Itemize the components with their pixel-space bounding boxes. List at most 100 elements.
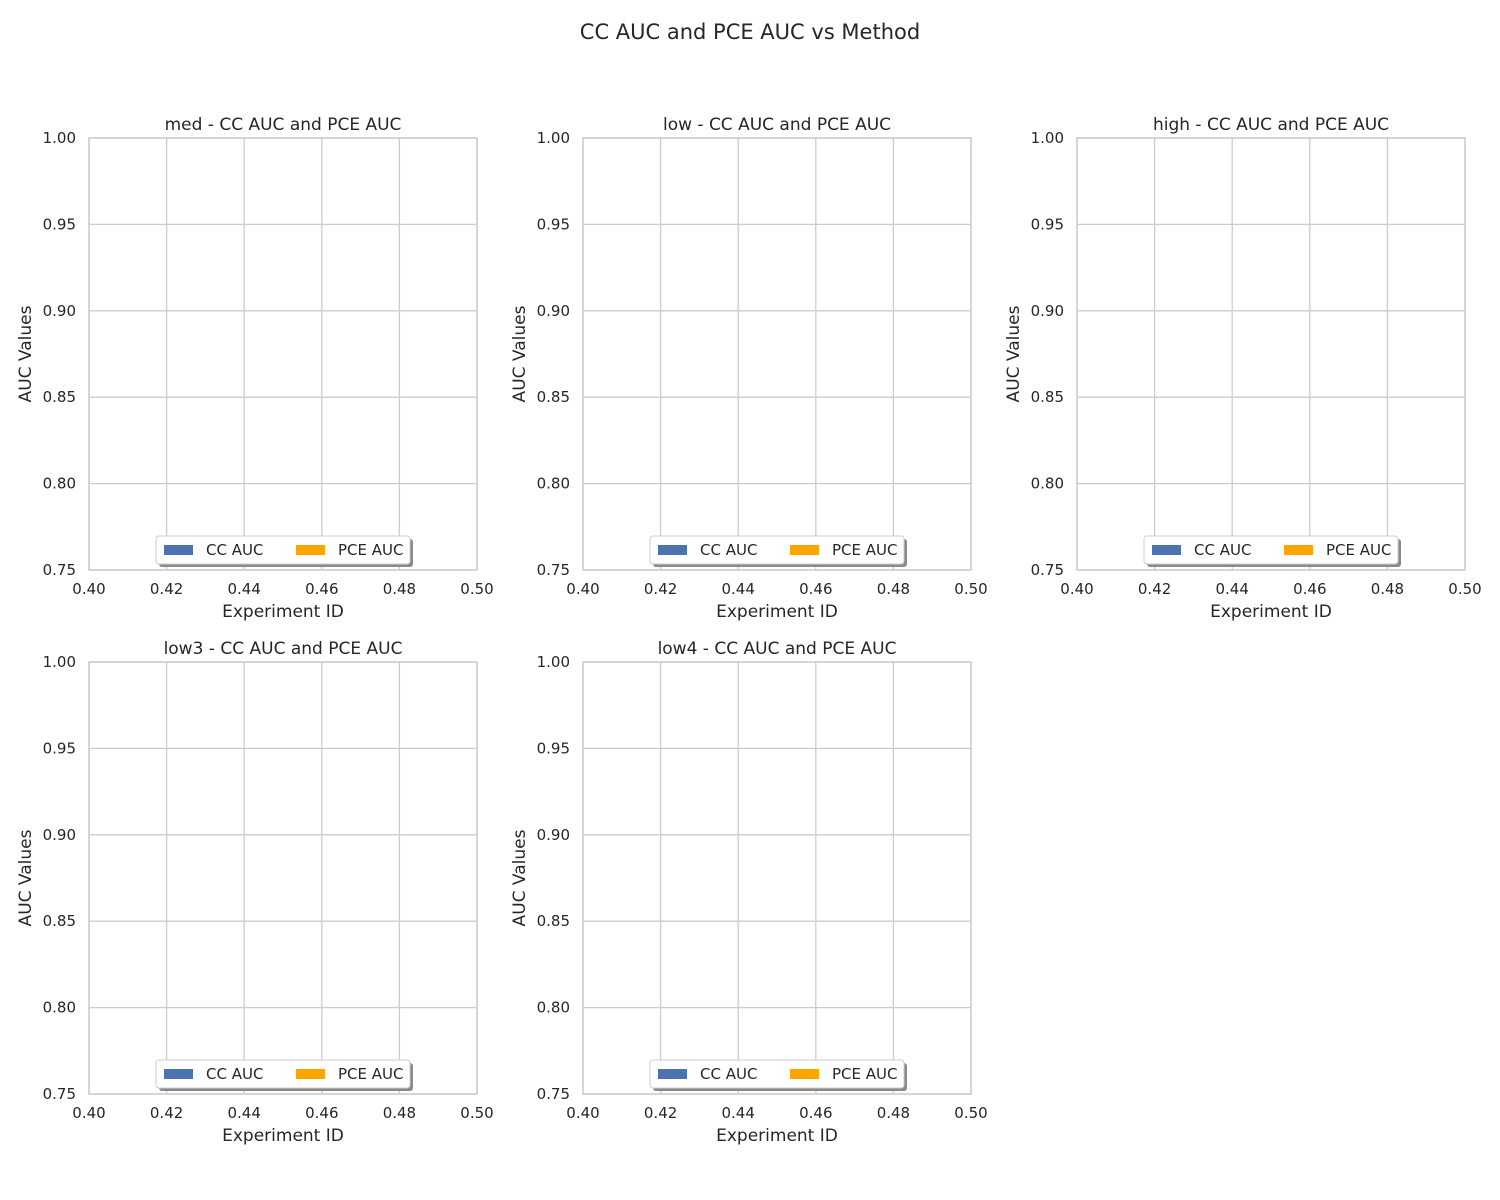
plot-frame: [88, 137, 478, 571]
x-tick-label: 0.44: [721, 1104, 754, 1122]
y-tick-label: 0.80: [43, 475, 76, 493]
subplot-title: low3 - CC AUC and PCE AUC: [164, 639, 403, 659]
subplot-grid: 0.40 0.42 0.44 0.46 0.48 0.50 0.75 0.80 0.85 0.90…: [16, 115, 1482, 1146]
legend-label: CC AUC: [700, 1065, 757, 1083]
x-tick-label: 0.42: [1138, 580, 1171, 598]
y-tick-label: 0.90: [43, 302, 76, 320]
subplot-title: low - CC AUC and PCE AUC: [663, 115, 891, 135]
y-tick-label: 0.95: [43, 215, 76, 233]
y-tick-label: 0.80: [1031, 475, 1064, 493]
y-tick-label: 0.95: [537, 215, 570, 233]
y-tick-label: 0.85: [43, 912, 76, 930]
subplot: 0.40 0.42 0.44 0.46 0.48 0.50 0.75 0.80 0.85 0.90…: [510, 639, 988, 1146]
legend-box: [649, 535, 905, 565]
plot-area: [89, 138, 477, 570]
plot-area: [89, 662, 477, 1094]
x-tick-label: 0.48: [877, 580, 910, 598]
x-tick-label: 0.48: [383, 580, 416, 598]
legend-swatch: [164, 545, 193, 555]
y-tick-label: 0.95: [537, 739, 570, 757]
x-tick-label: 0.48: [1371, 580, 1404, 598]
y-tick-label: 1.00: [537, 129, 570, 147]
legend-label: CC AUC: [206, 541, 263, 559]
plot-frame: [88, 661, 478, 1095]
legend-swatch: [658, 1069, 687, 1079]
x-axis-label: Experiment ID: [1210, 602, 1332, 622]
subplot: 0.40 0.42 0.44 0.46 0.48 0.50 0.75 0.80 0.85 0.90…: [1004, 115, 1482, 622]
x-tick-label: 0.50: [954, 580, 987, 598]
legend-label: PCE AUC: [338, 1065, 403, 1083]
subplot-title: high - CC AUC and PCE AUC: [1153, 115, 1389, 135]
x-tick-label: 0.42: [150, 580, 183, 598]
legend-box: [1143, 535, 1399, 565]
x-axis-label: Experiment ID: [222, 1126, 344, 1146]
x-tick-label: 0.40: [1060, 580, 1093, 598]
y-tick-label: 0.75: [537, 1085, 570, 1103]
x-tick-label: 0.50: [1448, 580, 1481, 598]
y-tick-label: 0.90: [537, 302, 570, 320]
y-tick-label: 0.90: [537, 826, 570, 844]
x-tick-label: 0.42: [644, 580, 677, 598]
legend-box: [649, 1059, 905, 1089]
x-axis-label: Experiment ID: [716, 602, 838, 622]
x-tick-label: 0.46: [1293, 580, 1326, 598]
subplot: 0.40 0.42 0.44 0.46 0.48 0.50 0.75 0.80 0.85 0.90…: [16, 115, 494, 622]
plot-frame: [582, 661, 972, 1095]
x-tick-label: 0.48: [383, 1104, 416, 1122]
legend-label: PCE AUC: [832, 541, 897, 559]
y-tick-label: 0.80: [537, 999, 570, 1017]
y-tick-label: 0.90: [1031, 302, 1064, 320]
y-tick-label: 0.85: [537, 912, 570, 930]
y-tick-label: 0.75: [43, 1085, 76, 1103]
x-tick-label: 0.42: [150, 1104, 183, 1122]
legend: CC AUC PCE AUC: [649, 1059, 907, 1091]
x-tick-label: 0.50: [954, 1104, 987, 1122]
x-axis-label: Experiment ID: [716, 1126, 838, 1146]
plot-frame: [582, 137, 972, 571]
y-tick-label: 0.80: [43, 999, 76, 1017]
legend-label: CC AUC: [700, 541, 757, 559]
plot-frame: [1076, 137, 1466, 571]
x-tick-label: 0.46: [305, 1104, 338, 1122]
legend-box: [155, 535, 411, 565]
y-axis-label: AUC Values: [1004, 305, 1024, 402]
plot-area: [583, 662, 971, 1094]
y-tick-label: 1.00: [537, 653, 570, 671]
legend-box: [155, 1059, 411, 1089]
x-tick-label: 0.46: [799, 1104, 832, 1122]
legend-swatch: [658, 545, 687, 555]
y-tick-label: 0.95: [1031, 215, 1064, 233]
y-tick-label: 1.00: [43, 129, 76, 147]
plot-area: [1077, 138, 1465, 570]
subplot-title: low4 - CC AUC and PCE AUC: [658, 639, 897, 659]
legend-label: PCE AUC: [338, 541, 403, 559]
x-tick-label: 0.44: [721, 580, 754, 598]
legend-swatch: [1152, 545, 1181, 555]
y-axis-label: AUC Values: [16, 305, 36, 402]
y-tick-label: 0.75: [43, 561, 76, 579]
legend: CC AUC PCE AUC: [155, 1059, 413, 1091]
x-tick-label: 0.48: [877, 1104, 910, 1122]
x-tick-label: 0.50: [460, 1104, 493, 1122]
legend-label: CC AUC: [206, 1065, 263, 1083]
x-tick-label: 0.44: [227, 580, 260, 598]
legend-swatch: [296, 1069, 325, 1079]
legend-label: CC AUC: [1194, 541, 1251, 559]
y-tick-label: 0.75: [1031, 561, 1064, 579]
y-tick-label: 0.85: [1031, 388, 1064, 406]
legend-swatch: [164, 1069, 193, 1079]
y-tick-label: 0.90: [43, 826, 76, 844]
legend: CC AUC PCE AUC: [1143, 535, 1401, 567]
x-tick-label: 0.46: [799, 580, 832, 598]
legend: CC AUC PCE AUC: [155, 535, 413, 567]
x-tick-label: 0.40: [72, 580, 105, 598]
x-axis-label: Experiment ID: [222, 602, 344, 622]
subplot: 0.40 0.42 0.44 0.46 0.48 0.50 0.75 0.80 0.85 0.90…: [510, 115, 988, 622]
subplot-title: med - CC AUC and PCE AUC: [165, 115, 402, 135]
legend-label: PCE AUC: [1326, 541, 1391, 559]
y-axis-label: AUC Values: [510, 305, 530, 402]
y-tick-label: 1.00: [1031, 129, 1064, 147]
legend-swatch: [1284, 545, 1313, 555]
y-tick-label: 0.95: [43, 739, 76, 757]
